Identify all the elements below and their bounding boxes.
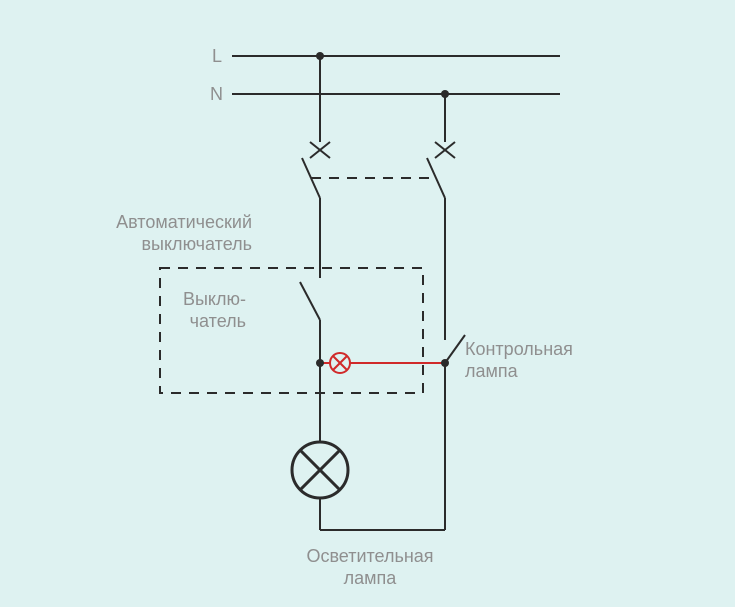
label-main-lamp-l2: лампа (344, 568, 398, 588)
label-L: L (212, 46, 222, 66)
label-N: N (210, 84, 223, 104)
label-auto-breaker-l1: Автоматический (116, 212, 252, 232)
label-switch-l1: Выклю- (183, 289, 246, 309)
label-main-lamp-l1: Осветительная (306, 546, 433, 566)
node-indicator-left (316, 359, 324, 367)
node-N-right (441, 90, 449, 98)
node-L-left (316, 52, 324, 60)
label-switch-l2: чатель (190, 311, 246, 331)
label-ctrl-lamp-l2: лампа (465, 361, 519, 381)
label-auto-breaker-l2: выключатель (141, 234, 252, 254)
electrical-schematic: L N Автоматический выключатель Выклю- ча… (0, 0, 735, 607)
canvas-bg (0, 0, 735, 607)
label-ctrl-lamp-l1: Контрольная (465, 339, 573, 359)
